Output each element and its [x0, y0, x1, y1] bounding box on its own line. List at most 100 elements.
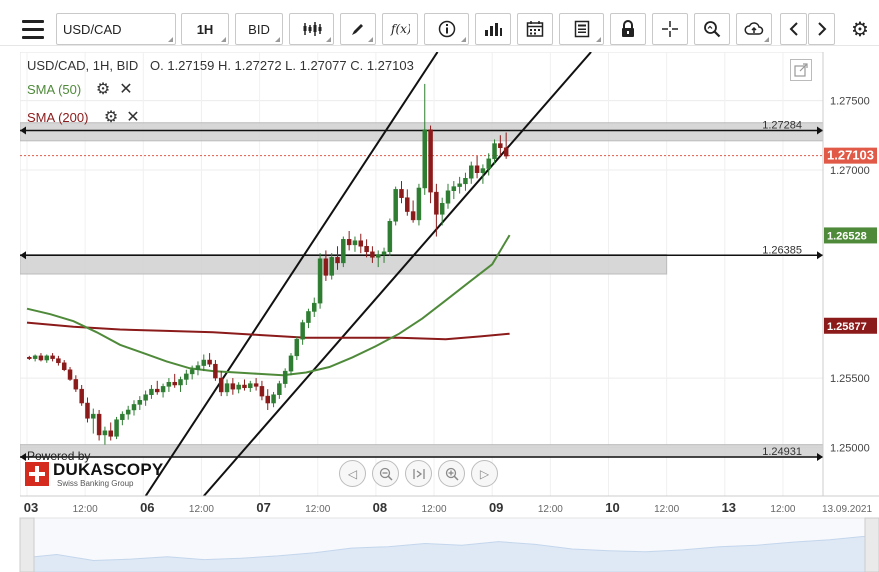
settings-button[interactable]: ⚙ [845, 15, 875, 43]
drawing-tool-button[interactable] [340, 13, 376, 45]
candle-body [184, 373, 189, 380]
zoom-in-button[interactable] [438, 460, 465, 487]
candle [457, 176, 462, 194]
side-selector[interactable]: BID [235, 13, 283, 45]
candle [451, 181, 457, 200]
candle [50, 353, 55, 362]
lock-button[interactable] [610, 13, 646, 45]
overview-handle-left [19, 517, 35, 572]
price-chart[interactable]: 1.27284 1.26385 1.24931 1.27500 1.27000 1.25… [0, 46, 879, 572]
candle [335, 246, 340, 270]
channel-line [203, 52, 592, 496]
ohlc-values: O. 1.27159 H. 1.27272 L. 1.27077 C. 1.27… [150, 58, 414, 73]
candle [393, 186, 398, 226]
candle [172, 373, 177, 388]
menu-icon[interactable] [17, 15, 49, 43]
candle-body [352, 240, 358, 246]
powered-by-label: Powered by [27, 449, 91, 463]
candle-body [67, 369, 73, 380]
candle-body [282, 370, 288, 384]
close-icon[interactable]: ✕ [126, 109, 140, 126]
indicators-button[interactable]: f(x) [382, 13, 418, 45]
candle-body [195, 365, 201, 370]
candle [67, 366, 73, 381]
candle [155, 380, 160, 395]
volume-button[interactable] [475, 13, 511, 45]
candle [300, 319, 305, 345]
candle [27, 355, 32, 361]
time-tick-label: 12:00 [305, 504, 330, 515]
candle [160, 383, 166, 398]
candle-body [32, 355, 38, 359]
candle-body [149, 388, 154, 395]
scroll-right-button[interactable] [808, 13, 835, 45]
fit-icon [412, 468, 425, 479]
timeframe-selector[interactable]: 1H [181, 13, 229, 45]
candle-body [108, 430, 113, 437]
symbol-selector[interactable]: USD/CAD [56, 13, 176, 45]
candle-body [160, 386, 166, 393]
zoom-button[interactable] [694, 13, 730, 45]
zoom-out-button[interactable] [372, 460, 399, 487]
candle-body [370, 251, 375, 258]
candle [375, 250, 381, 268]
level-zone [20, 444, 823, 458]
gear-icon[interactable]: ⚙ [103, 109, 119, 126]
candle-body [271, 394, 276, 404]
candle-body [236, 384, 241, 390]
cloud-button[interactable] [736, 13, 772, 45]
crosshair-icon [662, 21, 678, 37]
candle [294, 336, 300, 361]
gear-icon[interactable]: ⚙ [95, 81, 111, 98]
close-icon[interactable]: ✕ [119, 81, 133, 98]
time-tick-label: 12:00 [189, 504, 214, 515]
candle-body [56, 358, 61, 364]
reset-view-button[interactable] [405, 460, 432, 487]
price-tick-label: 1.27500 [830, 96, 870, 108]
zoom-in-icon [445, 467, 459, 481]
candle [271, 391, 276, 408]
candle-body [137, 400, 143, 405]
candle-body [189, 369, 195, 375]
info-button[interactable] [424, 13, 469, 45]
scroll-back-button[interactable]: ◁ [339, 460, 366, 487]
candle-body [178, 379, 183, 386]
candle [44, 354, 50, 363]
candle [102, 426, 108, 445]
candle [364, 239, 369, 258]
candle-body [253, 383, 259, 387]
overview-handle-right [864, 517, 879, 572]
scroll-forward-button[interactable]: ▷ [471, 460, 498, 487]
time-tick-label: 09 [489, 500, 503, 515]
sma200-label[interactable]: SMA (200) [27, 110, 89, 125]
candle [178, 376, 183, 392]
chart-type-button[interactable] [289, 13, 334, 45]
candle-body [300, 322, 305, 340]
expand-button[interactable] [790, 59, 812, 81]
candle [201, 354, 207, 372]
candle [469, 161, 474, 184]
template-button[interactable] [559, 13, 604, 45]
level-arrow-left [20, 251, 26, 260]
overview-area [19, 535, 879, 572]
candle [416, 183, 422, 226]
pencil-icon [352, 24, 363, 35]
sma50-label[interactable]: SMA (50) [27, 82, 82, 97]
crosshair-button[interactable] [652, 13, 688, 45]
level-label: 1.26385 [762, 244, 802, 256]
candle-body [463, 178, 468, 185]
candle-body [451, 186, 457, 191]
candle [32, 354, 38, 362]
scroll-left-button[interactable] [780, 13, 807, 45]
candle [422, 83, 427, 195]
candle [265, 389, 270, 410]
sma200-line [26, 321, 510, 341]
chevron-left-icon [789, 22, 798, 36]
candle-body [50, 355, 55, 359]
calendar-button[interactable] [517, 13, 553, 45]
candle-body [486, 158, 491, 169]
candle-body [469, 165, 474, 179]
cloud-upload-icon [744, 22, 764, 35]
dukascopy-logo[interactable]: DUKASCOPY Swiss Banking Group [25, 460, 163, 491]
candle [352, 236, 358, 252]
